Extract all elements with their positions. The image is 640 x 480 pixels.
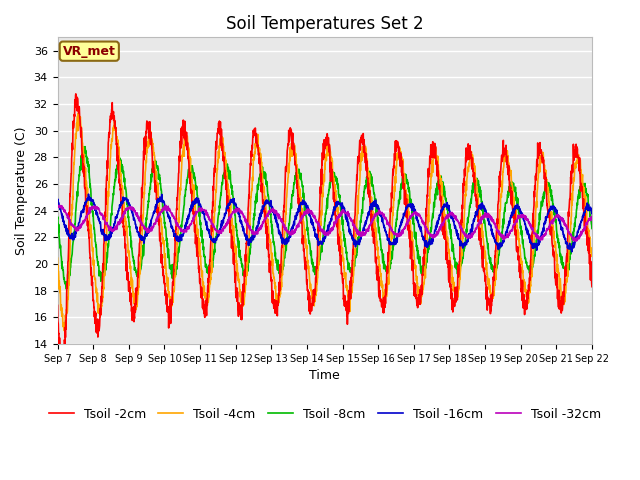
Tsoil -2cm — [481, 265, 488, 271]
Tsoil -2cm — [72, 91, 80, 97]
Tsoil -4cm — [60, 328, 68, 334]
Tsoil -8cm — [588, 226, 596, 231]
Line: Tsoil -8cm: Tsoil -8cm — [58, 147, 592, 289]
Tsoil -4cm — [556, 284, 564, 289]
Tsoil -32cm — [352, 227, 360, 232]
Tsoil -2cm — [58, 366, 66, 372]
Tsoil -4cm — [74, 110, 82, 116]
Tsoil -16cm — [480, 203, 488, 209]
Tsoil -2cm — [54, 302, 61, 308]
Tsoil -32cm — [556, 215, 564, 221]
Tsoil -32cm — [54, 204, 61, 210]
Tsoil -8cm — [81, 144, 89, 150]
Tsoil -4cm — [54, 255, 61, 261]
Tsoil -4cm — [352, 233, 360, 239]
Tsoil -16cm — [588, 211, 596, 216]
Tsoil -8cm — [203, 265, 211, 271]
Tsoil -32cm — [588, 215, 596, 220]
Line: Tsoil -32cm: Tsoil -32cm — [58, 205, 592, 241]
Tsoil -16cm — [54, 197, 61, 203]
Line: Tsoil -4cm: Tsoil -4cm — [58, 113, 592, 331]
Tsoil -2cm — [541, 170, 549, 176]
Tsoil -32cm — [480, 214, 488, 220]
Tsoil -16cm — [568, 249, 575, 255]
Tsoil -4cm — [340, 274, 348, 280]
Tsoil -32cm — [541, 232, 548, 238]
Text: VR_met: VR_met — [63, 45, 116, 58]
Tsoil -32cm — [572, 238, 580, 244]
Tsoil -8cm — [352, 252, 360, 258]
Tsoil -2cm — [340, 303, 348, 309]
Line: Tsoil -2cm: Tsoil -2cm — [58, 94, 592, 369]
Tsoil -8cm — [541, 185, 549, 191]
Tsoil -8cm — [556, 250, 564, 256]
Tsoil -32cm — [203, 210, 211, 216]
Y-axis label: Soil Temperature (C): Soil Temperature (C) — [15, 126, 28, 255]
Tsoil -2cm — [352, 190, 360, 196]
Tsoil -8cm — [63, 286, 70, 292]
Tsoil -16cm — [541, 221, 548, 227]
Line: Tsoil -16cm: Tsoil -16cm — [58, 194, 592, 252]
Tsoil -8cm — [340, 239, 348, 244]
Tsoil -8cm — [54, 216, 61, 221]
Tsoil -2cm — [203, 296, 211, 302]
Tsoil -16cm — [352, 238, 360, 244]
Tsoil -2cm — [588, 284, 596, 289]
Tsoil -4cm — [541, 176, 549, 182]
Tsoil -4cm — [481, 243, 488, 249]
Tsoil -16cm — [203, 222, 211, 228]
Tsoil -4cm — [588, 250, 596, 256]
Tsoil -2cm — [556, 300, 564, 305]
Title: Soil Temperatures Set 2: Soil Temperatures Set 2 — [226, 15, 424, 33]
Tsoil -8cm — [481, 217, 488, 223]
Legend: Tsoil -2cm, Tsoil -4cm, Tsoil -8cm, Tsoil -16cm, Tsoil -32cm: Tsoil -2cm, Tsoil -4cm, Tsoil -8cm, Tsoi… — [44, 403, 606, 426]
Tsoil -16cm — [556, 217, 564, 223]
Tsoil -32cm — [162, 203, 170, 208]
X-axis label: Time: Time — [309, 370, 340, 383]
Tsoil -16cm — [340, 207, 348, 213]
Tsoil -4cm — [203, 293, 211, 299]
Tsoil -32cm — [340, 209, 348, 215]
Tsoil -16cm — [84, 191, 92, 197]
